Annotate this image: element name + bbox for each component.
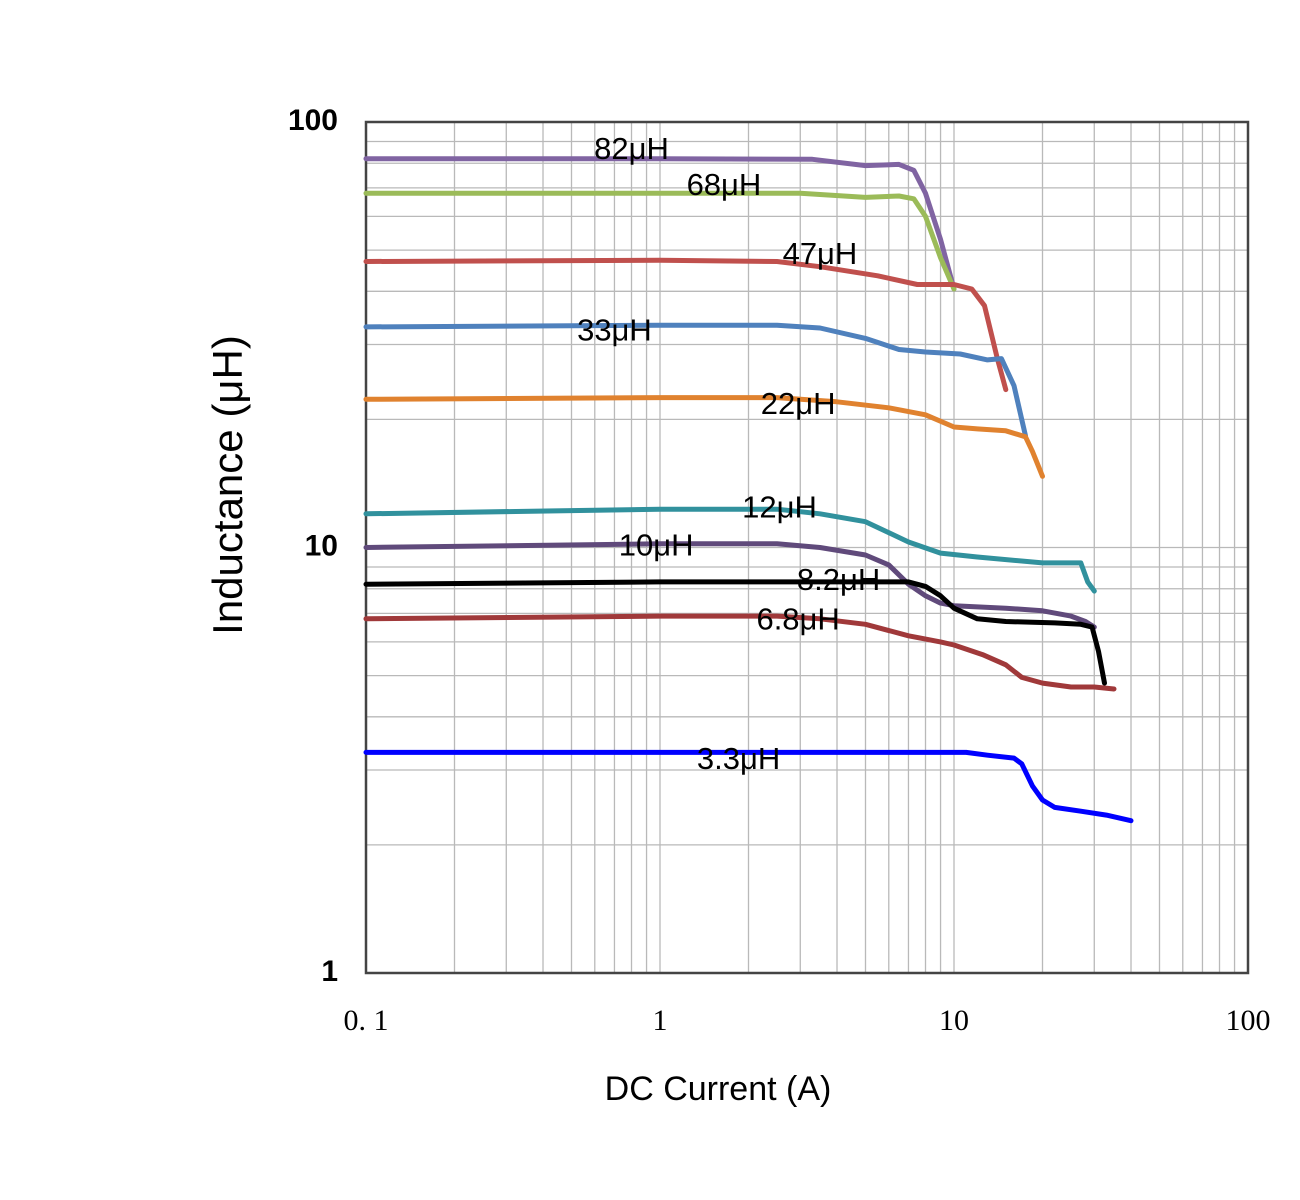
series-label-10μH: 10μH: [619, 528, 694, 563]
series-label-6.8μH: 6.8μH: [756, 602, 839, 637]
series-labels: 82μH 68μH 47μH 33μH 22μH 12μH 10μH 8.2μH 6.8μH 3.…: [577, 131, 880, 776]
series-line-12μH: [363, 506, 1097, 594]
grid: [366, 122, 1248, 973]
x-tick-labels: 0. 1 1 10 100: [344, 1004, 1271, 1037]
series-line-68μH: [363, 190, 957, 292]
y-tick-label: 10: [305, 529, 338, 562]
series-line-6.8μH: [363, 613, 1117, 692]
x-tick-label: 100: [1226, 1004, 1271, 1037]
y-tick-label: 100: [288, 104, 338, 137]
series-line-10μH: [363, 541, 1097, 630]
x-tick-label: 10: [939, 1004, 969, 1037]
series-label-33μH: 33μH: [577, 313, 652, 348]
series-label-3.3μH: 3.3μH: [697, 741, 780, 776]
x-tick-label: 1: [653, 1004, 668, 1037]
series-line-33μH: [363, 322, 1028, 439]
series-label-68μH: 68μH: [687, 167, 762, 202]
y-tick-label: 1: [321, 955, 338, 988]
series-line-82μH: [363, 156, 957, 292]
y-tick-labels: 100 10 1: [288, 104, 338, 988]
series-line-8.2μH: [363, 579, 1107, 686]
series-label-12μH: 12μH: [742, 489, 817, 524]
series-label-22μH: 22μH: [761, 386, 836, 421]
series-label-82μH: 82μH: [594, 131, 669, 166]
x-tick-label: 0. 1: [344, 1004, 389, 1037]
series-label-8.2μH: 8.2μH: [797, 562, 880, 597]
series-line-3.3μH: [363, 749, 1134, 824]
x-axis-title: DC Current (A): [605, 1070, 832, 1108]
curves: [363, 156, 1134, 824]
y-axis-title: Inductance (μH): [204, 335, 251, 635]
series-label-47μH: 47μH: [783, 236, 858, 271]
series-line-22μH: [363, 395, 1045, 479]
series-line-47μH: [363, 257, 1009, 393]
